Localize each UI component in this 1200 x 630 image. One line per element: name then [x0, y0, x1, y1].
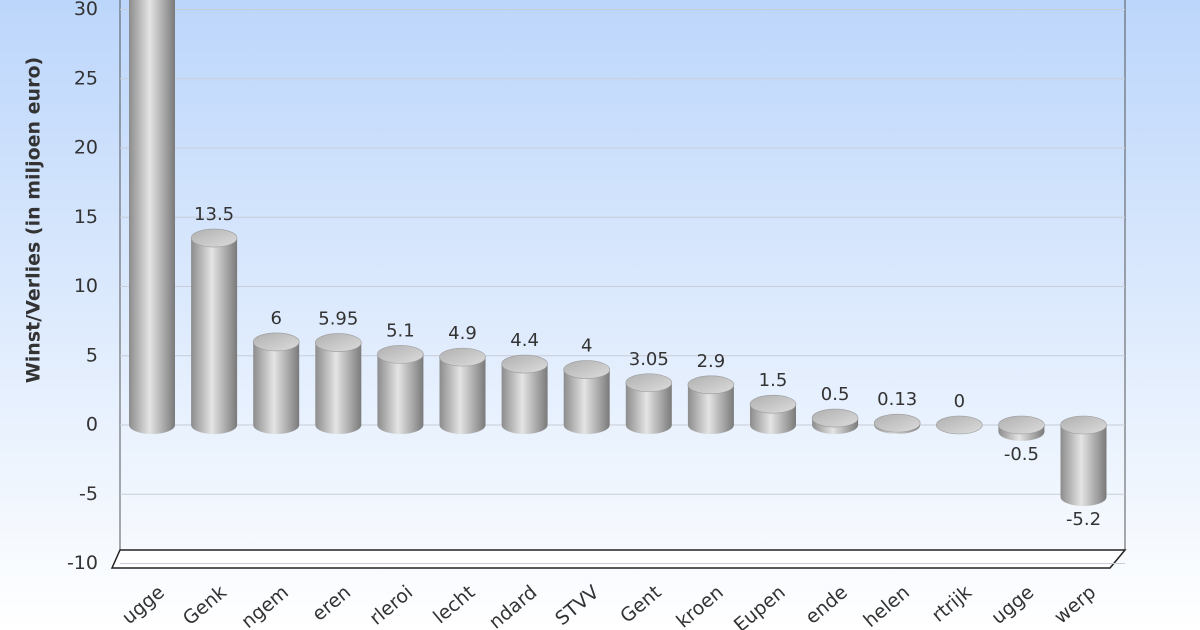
bar: [998, 415, 1045, 441]
value-label: 0.5: [821, 384, 850, 405]
value-label: 6: [270, 308, 281, 329]
y-tick-label: 30: [74, 0, 98, 20]
bar: [1060, 415, 1107, 507]
y-tick-label: 5: [86, 344, 98, 366]
value-label: 1.5: [759, 370, 788, 391]
y-tick-label: -5: [79, 483, 98, 505]
bar-body: [377, 354, 424, 425]
bar: [501, 354, 548, 434]
bar-top: [501, 354, 548, 374]
bar: [749, 394, 797, 434]
bar-bottom: [253, 416, 300, 434]
bar-bottom: [687, 416, 734, 434]
bar-top: [314, 333, 362, 352]
bar-bottom: [625, 416, 672, 434]
bar-top: [190, 228, 238, 248]
bar-bottom: [439, 416, 486, 434]
bar-top: [252, 332, 300, 352]
bar-body: [1060, 425, 1107, 498]
value-label: -5.2: [1066, 509, 1101, 530]
bar-bottom: [1060, 488, 1107, 507]
bar: [935, 415, 983, 435]
value-label: 4: [581, 336, 592, 357]
value-label: 4.9: [448, 323, 477, 344]
bar-bottom: [377, 416, 424, 434]
bar: [811, 408, 859, 434]
bar-body: [501, 364, 548, 425]
bar-bottom: [563, 416, 610, 434]
y-tick-label: 15: [74, 206, 98, 228]
bar: [625, 373, 673, 434]
bar-body: [439, 357, 486, 425]
bar-bottom: [750, 416, 796, 434]
y-tick-label: 20: [74, 137, 98, 159]
value-label: 5.95: [318, 309, 358, 330]
bar: [314, 333, 362, 434]
bar: [873, 413, 921, 434]
bar-top: [439, 347, 486, 367]
y-tick-label: 0: [86, 414, 98, 436]
bar-top: [687, 375, 735, 395]
value-label: 5.1: [386, 320, 415, 341]
value-label: 2.9: [697, 351, 726, 372]
bar: [190, 228, 238, 434]
y-tick-label: -10: [67, 552, 98, 574]
bar: [377, 345, 424, 434]
value-label: 0.13: [877, 389, 917, 410]
value-label: 13.5: [194, 204, 234, 225]
bar-top: [625, 373, 673, 393]
bar-bottom: [191, 416, 238, 434]
y-tick-label: 10: [74, 275, 98, 297]
bar: [252, 332, 300, 434]
bar-body: [315, 342, 362, 425]
value-label: 0: [954, 391, 965, 412]
bar-bottom: [501, 416, 548, 434]
bar: [439, 347, 486, 434]
bar-top: [377, 345, 424, 364]
bar-top: [1060, 415, 1107, 435]
bar: [129, 0, 175, 434]
bar: [563, 360, 611, 434]
y-axis-label: Winst/Verlies (in miljoen euro): [23, 57, 45, 383]
y-tick-label: 25: [74, 67, 98, 89]
bar-top: [935, 415, 983, 435]
bar-top: [873, 413, 921, 433]
bar-top: [749, 394, 797, 414]
bar-body: [191, 238, 238, 425]
bar-top: [563, 360, 611, 379]
bar-body: [129, 0, 175, 426]
value-label: -0.5: [1004, 444, 1039, 465]
bar-body: [253, 341, 300, 425]
bar-bottom: [129, 416, 175, 434]
plot-floor: [110, 549, 1127, 569]
value-label: 3.05: [629, 349, 669, 370]
bar-top: [998, 415, 1045, 435]
bar-top: [811, 408, 859, 428]
value-label: 4.4: [510, 330, 539, 351]
bar-bottom: [315, 416, 362, 434]
bar: [687, 375, 735, 434]
